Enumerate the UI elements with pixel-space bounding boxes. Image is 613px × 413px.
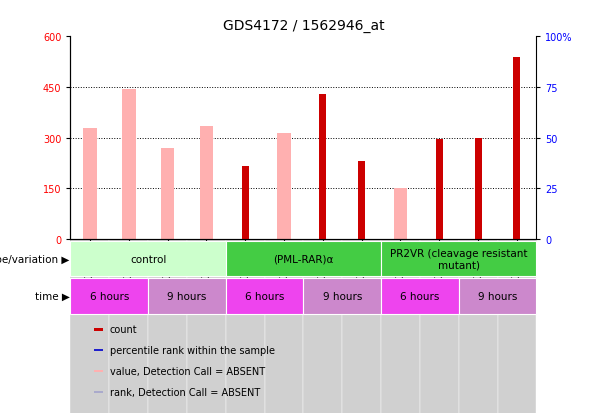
Bar: [459, 279, 536, 314]
Bar: [342, 240, 381, 413]
Bar: [94, 370, 103, 373]
Bar: [94, 391, 103, 394]
Bar: [200, 126, 213, 240]
Bar: [394, 189, 407, 240]
Bar: [436, 140, 443, 240]
Bar: [70, 242, 226, 277]
Text: count: count: [110, 325, 137, 335]
Bar: [70, 279, 148, 314]
Bar: [148, 279, 226, 314]
Title: GDS4172 / 1562946_at: GDS4172 / 1562946_at: [223, 19, 384, 33]
Bar: [319, 95, 326, 240]
Text: 6 hours: 6 hours: [400, 291, 440, 301]
Text: (PML-RAR)α: (PML-RAR)α: [273, 254, 333, 264]
Text: time ▶: time ▶: [35, 291, 70, 301]
Bar: [474, 138, 482, 240]
Bar: [226, 240, 265, 413]
Text: control: control: [130, 254, 166, 264]
Bar: [187, 240, 226, 413]
Bar: [381, 242, 536, 277]
Text: PR2VR (cleavage resistant
mutant): PR2VR (cleavage resistant mutant): [390, 248, 527, 270]
Text: 9 hours: 9 hours: [322, 291, 362, 301]
Bar: [303, 279, 381, 314]
Text: 9 hours: 9 hours: [478, 291, 517, 301]
Bar: [498, 240, 536, 413]
Text: percentile rank within the sample: percentile rank within the sample: [110, 345, 275, 355]
Bar: [70, 240, 109, 413]
Bar: [226, 242, 381, 277]
Bar: [161, 148, 174, 240]
Bar: [303, 240, 342, 413]
Text: 6 hours: 6 hours: [245, 291, 284, 301]
Bar: [265, 240, 303, 413]
Bar: [381, 240, 420, 413]
Bar: [109, 240, 148, 413]
Bar: [459, 240, 498, 413]
Text: 6 hours: 6 hours: [89, 291, 129, 301]
Bar: [514, 57, 520, 240]
Bar: [226, 279, 303, 314]
Bar: [148, 240, 187, 413]
Bar: [122, 90, 135, 240]
Text: genotype/variation ▶: genotype/variation ▶: [0, 254, 70, 264]
Bar: [83, 128, 97, 240]
Bar: [277, 133, 291, 240]
Bar: [242, 167, 249, 240]
Bar: [94, 349, 103, 351]
Bar: [381, 279, 459, 314]
Text: rank, Detection Call = ABSENT: rank, Detection Call = ABSENT: [110, 387, 260, 397]
Text: value, Detection Call = ABSENT: value, Detection Call = ABSENT: [110, 366, 265, 376]
Text: 9 hours: 9 hours: [167, 291, 207, 301]
Bar: [358, 162, 365, 240]
Bar: [94, 328, 103, 331]
Bar: [420, 240, 459, 413]
